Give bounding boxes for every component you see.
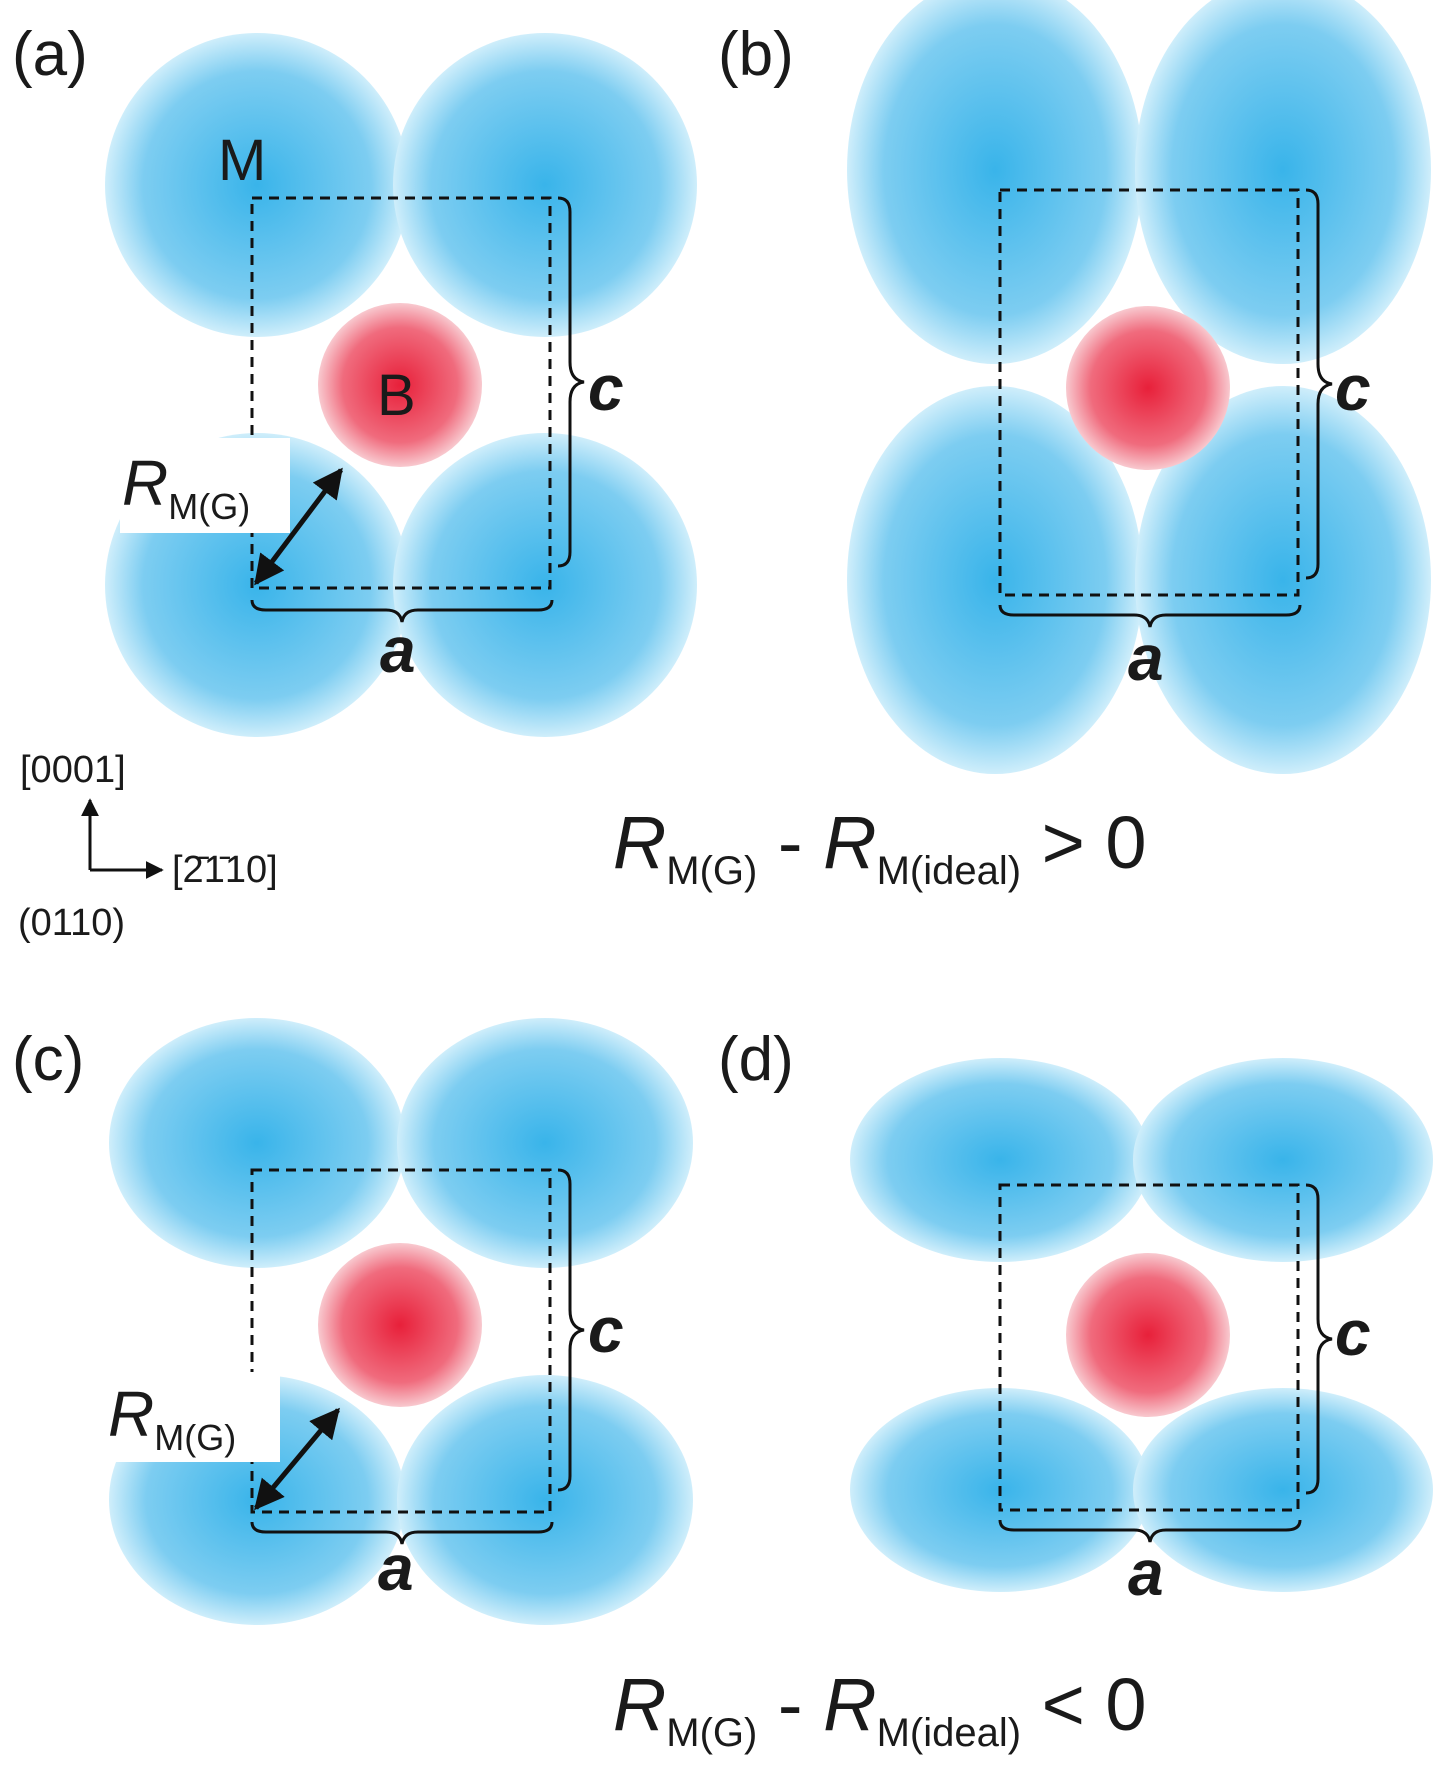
unit-cell-box <box>998 1183 1300 1512</box>
condition-top: RM(G) - RM(ideal) > 0 <box>510 801 1208 893</box>
c-label: c <box>1335 352 1371 424</box>
a-brace <box>998 604 1302 628</box>
radius-label-bg <box>110 1372 280 1462</box>
unit-cell-box <box>250 1168 552 1514</box>
c-label: c <box>588 352 624 424</box>
radius-arrow <box>254 467 343 586</box>
panel-a: (a) M B c a RM(G) <box>12 20 697 737</box>
axis-normal-label: (0110) <box>18 902 125 944</box>
a-label: a <box>380 614 416 686</box>
boron-atom <box>318 1243 482 1407</box>
boron-atom <box>1066 306 1230 470</box>
c-label: c <box>1335 1297 1371 1369</box>
metal-atom-top-left <box>109 1018 405 1268</box>
a-label: a <box>1128 1537 1164 1609</box>
unit-cell-box <box>250 196 552 590</box>
axis-right-label: [2̄1̄10] <box>172 849 278 891</box>
a-label: a <box>1128 622 1164 694</box>
metal-atom-top-left <box>850 1058 1150 1262</box>
panel-label: (c) <box>12 1025 84 1094</box>
radius-arrow <box>254 1407 340 1511</box>
metal-label: M <box>218 128 266 193</box>
panel-label: (a) <box>12 20 88 89</box>
boron-atom <box>1066 1253 1230 1417</box>
metal-atom-top-right <box>1135 0 1431 364</box>
boron-label: B <box>377 363 416 428</box>
metal-atom-top-left <box>105 33 409 337</box>
radius-label: RM(G) <box>108 1378 236 1458</box>
metal-atom-bottom-left <box>847 386 1143 774</box>
c-brace <box>1305 1183 1333 1495</box>
boron-atom <box>318 303 482 467</box>
a-brace <box>998 1519 1302 1543</box>
unit-cell-box <box>998 188 1300 597</box>
a-brace <box>250 599 554 623</box>
a-label: a <box>378 1532 414 1604</box>
axis-up-label: [0001] <box>20 749 126 791</box>
panel-b: (b) c a <box>718 0 1431 774</box>
metal-atom-top-right <box>397 1018 693 1268</box>
c-brace <box>1305 188 1333 580</box>
panel-d: (d) c a <box>718 1025 1433 1609</box>
c-brace <box>557 196 585 568</box>
panel-c: (c) c a RM(G) <box>12 1018 693 1625</box>
radius-label: RM(G) <box>122 447 250 527</box>
panel-label: (d) <box>718 1025 794 1094</box>
metal-atom-bottom-right <box>1133 1388 1433 1592</box>
condition-bottom: RM(G) - RM(ideal) < 0 <box>510 1663 1208 1755</box>
metal-atom-bottom-right <box>393 433 697 737</box>
panel-label: (b) <box>718 20 794 89</box>
metal-atom-top-right <box>393 33 697 337</box>
c-brace <box>557 1168 585 1492</box>
c-label: c <box>588 1294 624 1366</box>
metal-atom-top-left <box>847 0 1143 364</box>
a-brace <box>250 1521 554 1545</box>
axes-indicator: [0001] [2̄1̄10] (0110) <box>18 749 278 944</box>
metal-atom-top-right <box>1133 1058 1433 1262</box>
metal-atom-bottom-right <box>1135 386 1431 774</box>
metal-atom-bottom-right <box>397 1375 693 1625</box>
